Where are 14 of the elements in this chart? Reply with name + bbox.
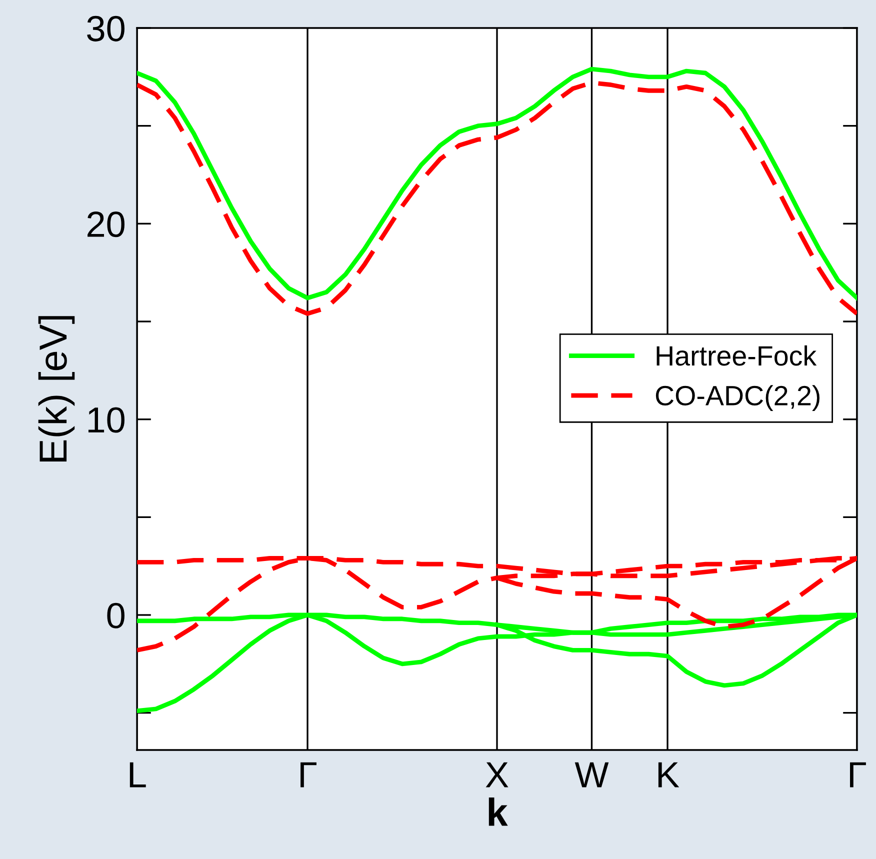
y-axis-title: E(k) [eV]: [38, 316, 75, 462]
y-tick-label: 20: [88, 212, 124, 238]
x-tick-label: Γ: [850, 762, 866, 788]
x-tick-label: Γ: [300, 762, 316, 788]
x-axis-title: k: [488, 798, 508, 826]
x-tick-label: X: [486, 762, 508, 788]
legend-label: CO-ADC(2,2): [656, 385, 820, 411]
x-tick-label: K: [658, 762, 680, 788]
y-tick-label: 0: [107, 602, 124, 628]
y-tick-label: 30: [87, 16, 124, 42]
legend-label: Hartree-Fock: [656, 345, 817, 366]
x-tick-label: W: [574, 762, 609, 788]
x-tick-label: L: [130, 762, 146, 788]
y-tick-label: 10: [88, 407, 124, 433]
